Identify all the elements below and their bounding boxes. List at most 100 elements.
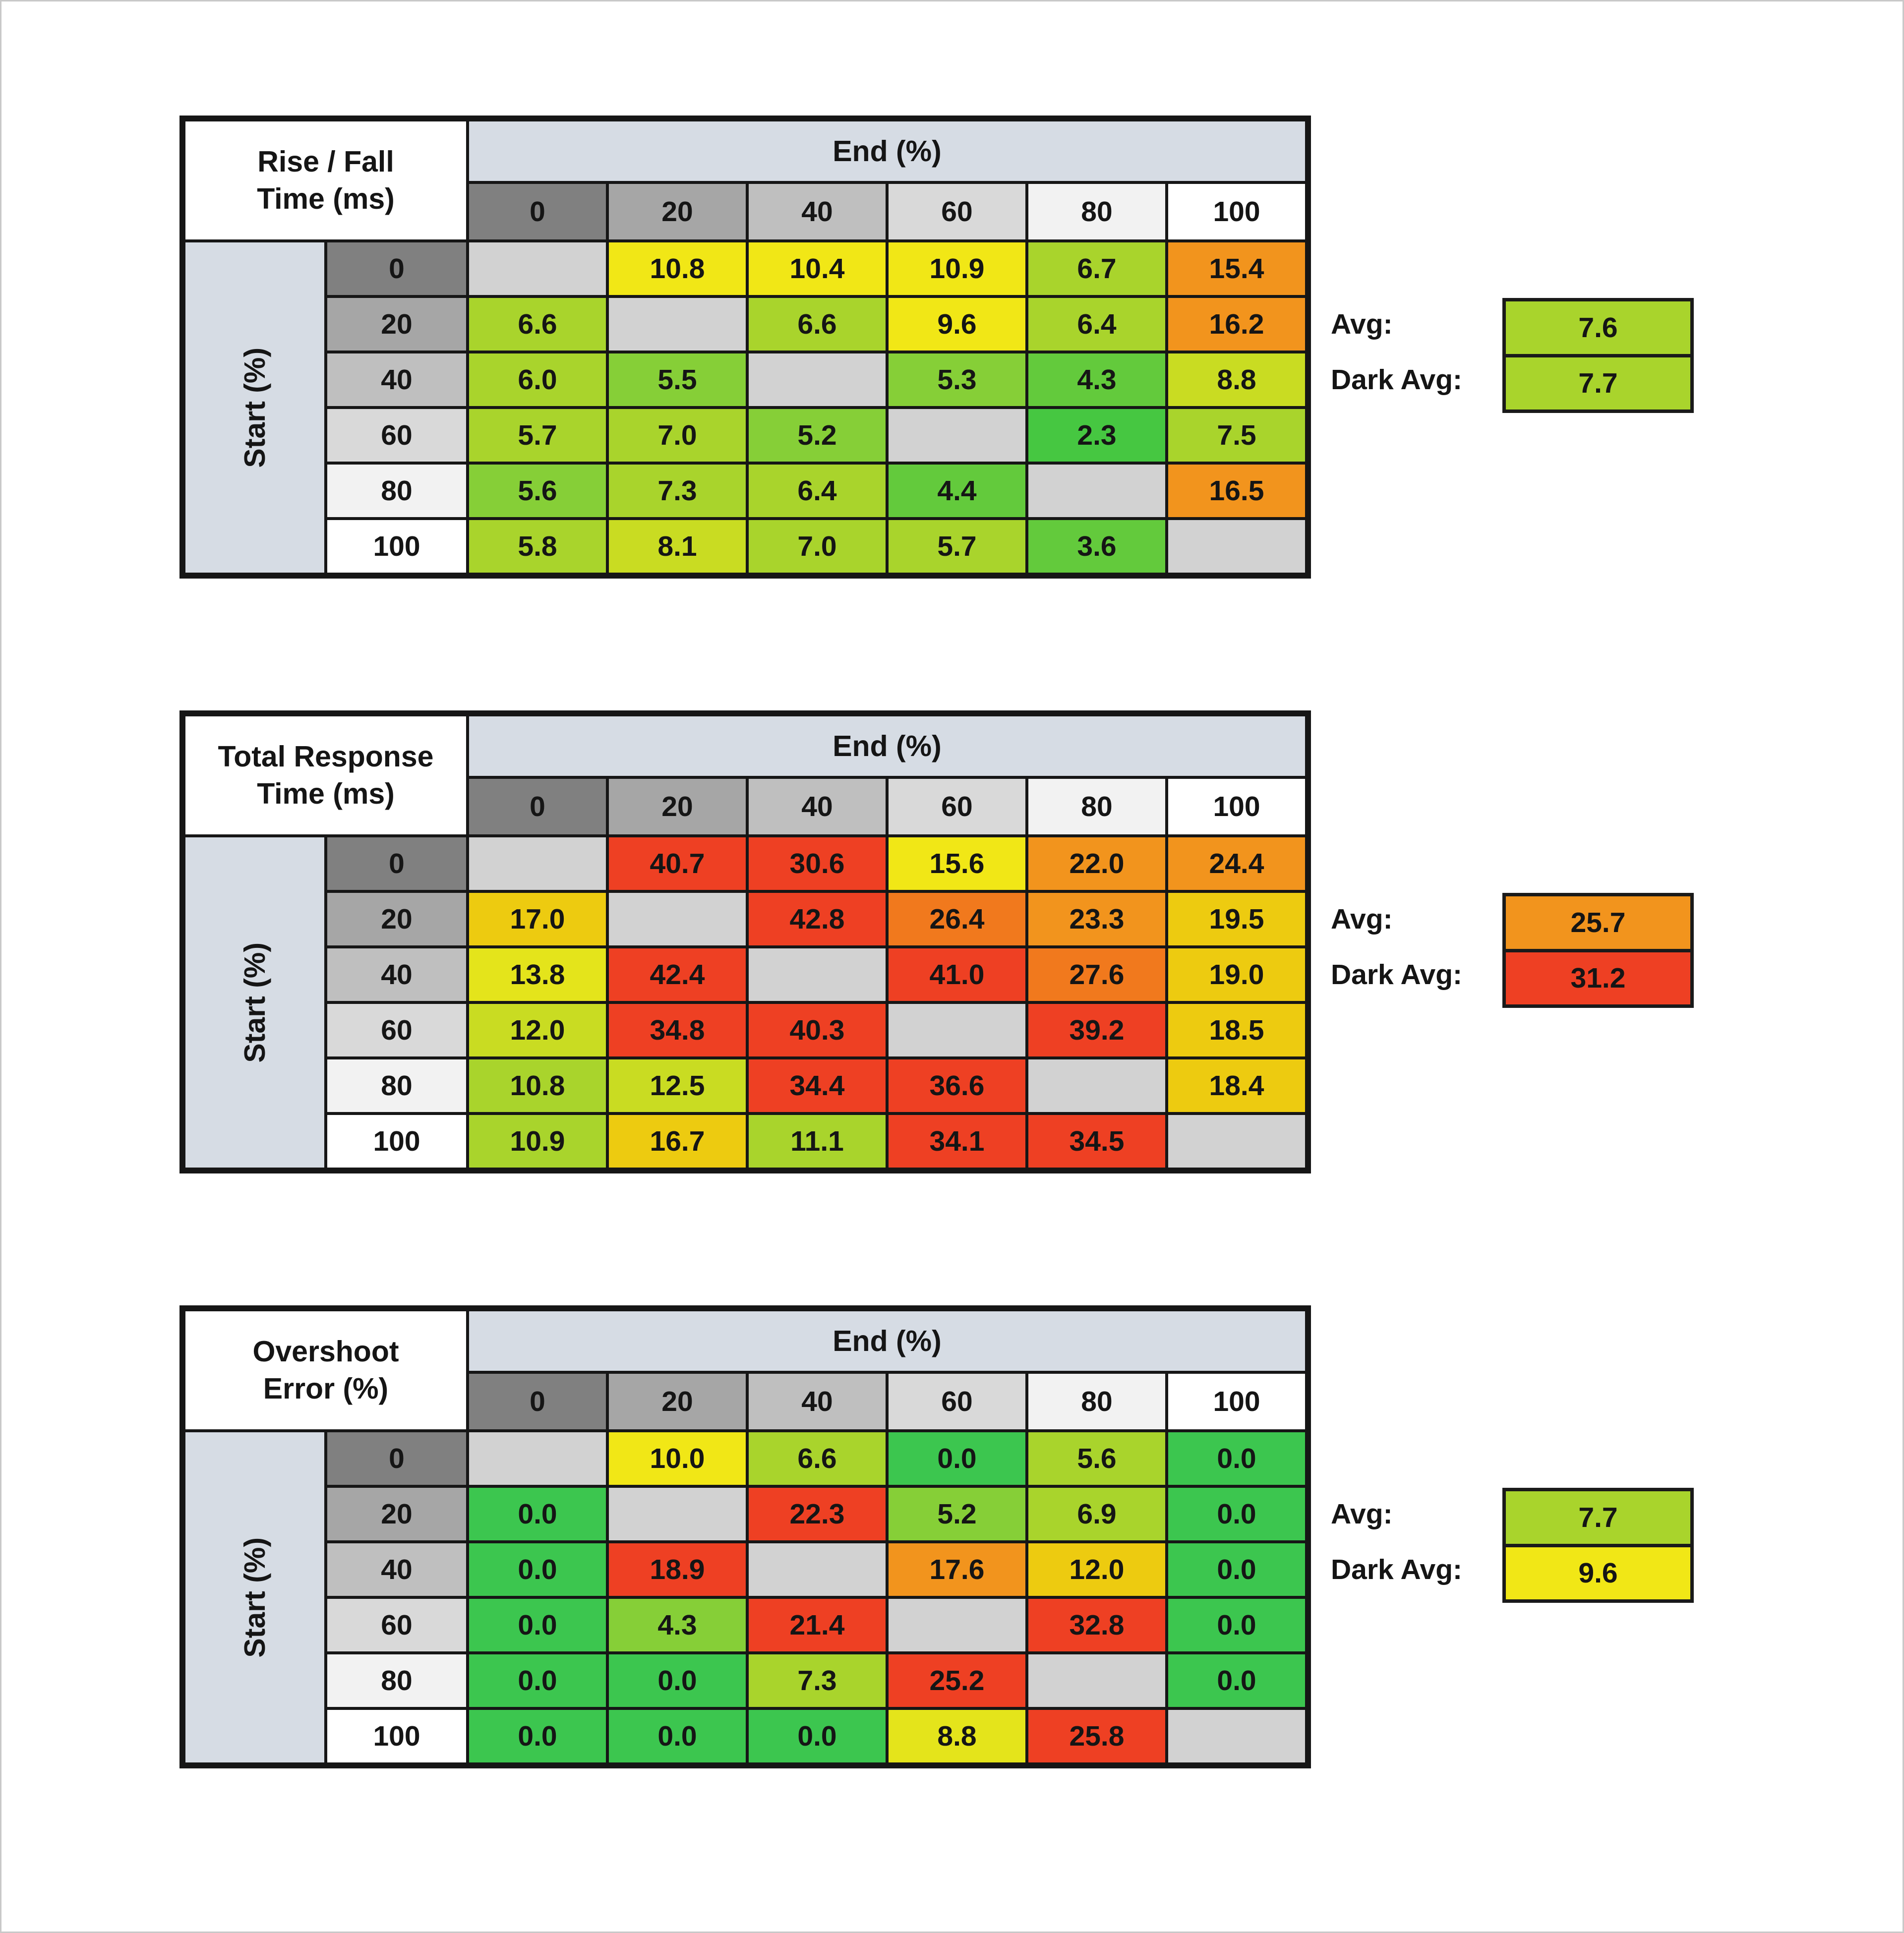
total-response-time-table: Total Response Time (ms) End (%) Start (… — [179, 710, 1694, 1173]
heatmap-cell: 27.6 — [1028, 948, 1165, 1001]
heatmap-cell: 5.6 — [1028, 1432, 1165, 1485]
column-header: 0 — [469, 184, 606, 239]
heatmap-cell: 0.0 — [609, 1710, 746, 1762]
heatmap-cell: 22.0 — [1028, 837, 1165, 890]
avg-box-divider — [1506, 948, 1690, 952]
heatmap-cell — [1168, 520, 1305, 573]
heatmap-cell: 0.0 — [469, 1599, 606, 1651]
heatmap-cell: 5.2 — [889, 1488, 1025, 1540]
row-header: 60 — [327, 1599, 466, 1651]
heatmap-cell — [889, 1004, 1025, 1056]
table-title-line1: Rise / Fall — [257, 145, 394, 178]
heatmap-cell: 34.1 — [889, 1115, 1025, 1168]
heatmap-cell: 10.4 — [749, 242, 886, 295]
column-header: 20 — [609, 779, 746, 834]
heatmap-cell: 10.8 — [469, 1059, 606, 1112]
heatmap-cell: 12.0 — [469, 1004, 606, 1056]
heatmap-cell — [609, 893, 746, 945]
heatmap-cell: 26.4 — [889, 893, 1025, 945]
column-header: 80 — [1028, 1374, 1165, 1429]
heatmap-cell: 9.6 — [889, 298, 1025, 351]
heatmap-cell: 17.0 — [469, 893, 606, 945]
heatmap-cell: 0.0 — [469, 1488, 606, 1540]
heatmap-cell — [1028, 465, 1165, 517]
end-axis-label: End (%) — [469, 1311, 1305, 1371]
row-header: 60 — [327, 409, 466, 462]
heatmap-cell — [469, 837, 606, 890]
heatmap-cell: 10.8 — [609, 242, 746, 295]
heatmap-cell: 0.0 — [749, 1710, 886, 1762]
heatmap-cell: 6.4 — [1028, 298, 1165, 351]
column-header: 0 — [469, 1374, 606, 1429]
dark-avg-label: Dark Avg: — [1331, 959, 1463, 991]
heatmap-cell: 0.0 — [469, 1543, 606, 1596]
table-title: Total Response Time (ms) — [185, 716, 466, 834]
heatmap-cell: 5.5 — [609, 353, 746, 406]
heatmap-cell: 8.8 — [1168, 353, 1305, 406]
heatmap-cell — [749, 1543, 886, 1596]
heatmap-cell — [1168, 1115, 1305, 1168]
heatmap-cell: 6.9 — [1028, 1488, 1165, 1540]
column-header: 100 — [1168, 779, 1305, 834]
heatmap-cell: 18.5 — [1168, 1004, 1305, 1056]
heatmap-cell — [889, 409, 1025, 462]
heatmap-cell: 7.5 — [1168, 409, 1305, 462]
heatmap-cell: 16.7 — [609, 1115, 746, 1168]
heatmap-cell: 21.4 — [749, 1599, 886, 1651]
heatmap-cell: 32.8 — [1028, 1599, 1165, 1651]
heatmap-cell: 19.5 — [1168, 893, 1305, 945]
row-header: 20 — [327, 1488, 466, 1540]
heatmap-cell — [609, 1488, 746, 1540]
heatmap-cell: 5.7 — [469, 409, 606, 462]
heatmap-cell: 41.0 — [889, 948, 1025, 1001]
heatmap-grid: Rise / Fall Time (ms) End (%) Start (%) … — [179, 116, 1311, 579]
avg-label: Avg: — [1331, 1498, 1393, 1530]
heatmap-cell — [1028, 1654, 1165, 1707]
heatmap-cell: 23.3 — [1028, 893, 1165, 945]
avg-box: 7.7 9.6 — [1502, 1488, 1694, 1603]
row-header: 80 — [327, 1059, 466, 1112]
column-header: 80 — [1028, 184, 1165, 239]
heatmap-cell: 34.8 — [609, 1004, 746, 1056]
heatmap-cell: 5.6 — [469, 465, 606, 517]
heatmap-cell: 0.0 — [1168, 1432, 1305, 1485]
heatmap-cell: 36.6 — [889, 1059, 1025, 1112]
table-title-line2: Time (ms) — [257, 182, 395, 215]
heatmap-cell: 10.9 — [469, 1115, 606, 1168]
avg-value: 7.7 — [1506, 1491, 1690, 1544]
heatmap-cell: 11.1 — [749, 1115, 886, 1168]
heatmap-cell: 7.0 — [609, 409, 746, 462]
table-title-line1: Total Response — [218, 740, 434, 773]
row-header: 40 — [327, 353, 466, 406]
heatmap-cell: 34.4 — [749, 1059, 886, 1112]
heatmap-cell: 0.0 — [469, 1710, 606, 1762]
heatmap-cell: 10.0 — [609, 1432, 746, 1485]
heatmap-cell: 4.3 — [1028, 353, 1165, 406]
table-title: Overshoot Error (%) — [185, 1311, 466, 1429]
rise-fall-time-table: Rise / Fall Time (ms) End (%) Start (%) … — [179, 116, 1694, 579]
column-header: 100 — [1168, 1374, 1305, 1429]
avg-box: 7.6 7.7 — [1502, 298, 1694, 413]
dark-avg-label: Dark Avg: — [1331, 364, 1463, 396]
heatmap-cell: 8.8 — [889, 1710, 1025, 1762]
column-header: 60 — [889, 184, 1025, 239]
avg-box-divider — [1506, 353, 1690, 357]
dark-avg-label: Dark Avg: — [1331, 1554, 1463, 1585]
row-header: 60 — [327, 1004, 466, 1056]
column-header: 40 — [749, 779, 886, 834]
heatmap-cell: 16.2 — [1168, 298, 1305, 351]
heatmap-cell — [1168, 1710, 1305, 1762]
row-header: 100 — [327, 1710, 466, 1762]
heatmap-cell: 0.0 — [1168, 1654, 1305, 1707]
table-title-line1: Overshoot — [252, 1335, 399, 1368]
heatmap-cell — [749, 353, 886, 406]
row-header: 0 — [327, 1432, 466, 1485]
column-header: 80 — [1028, 779, 1165, 834]
avg-label: Avg: — [1331, 308, 1393, 340]
dark-avg-value: 9.6 — [1506, 1547, 1690, 1599]
row-header: 20 — [327, 893, 466, 945]
heatmap-cell: 10.9 — [889, 242, 1025, 295]
heatmap-cell: 16.5 — [1168, 465, 1305, 517]
